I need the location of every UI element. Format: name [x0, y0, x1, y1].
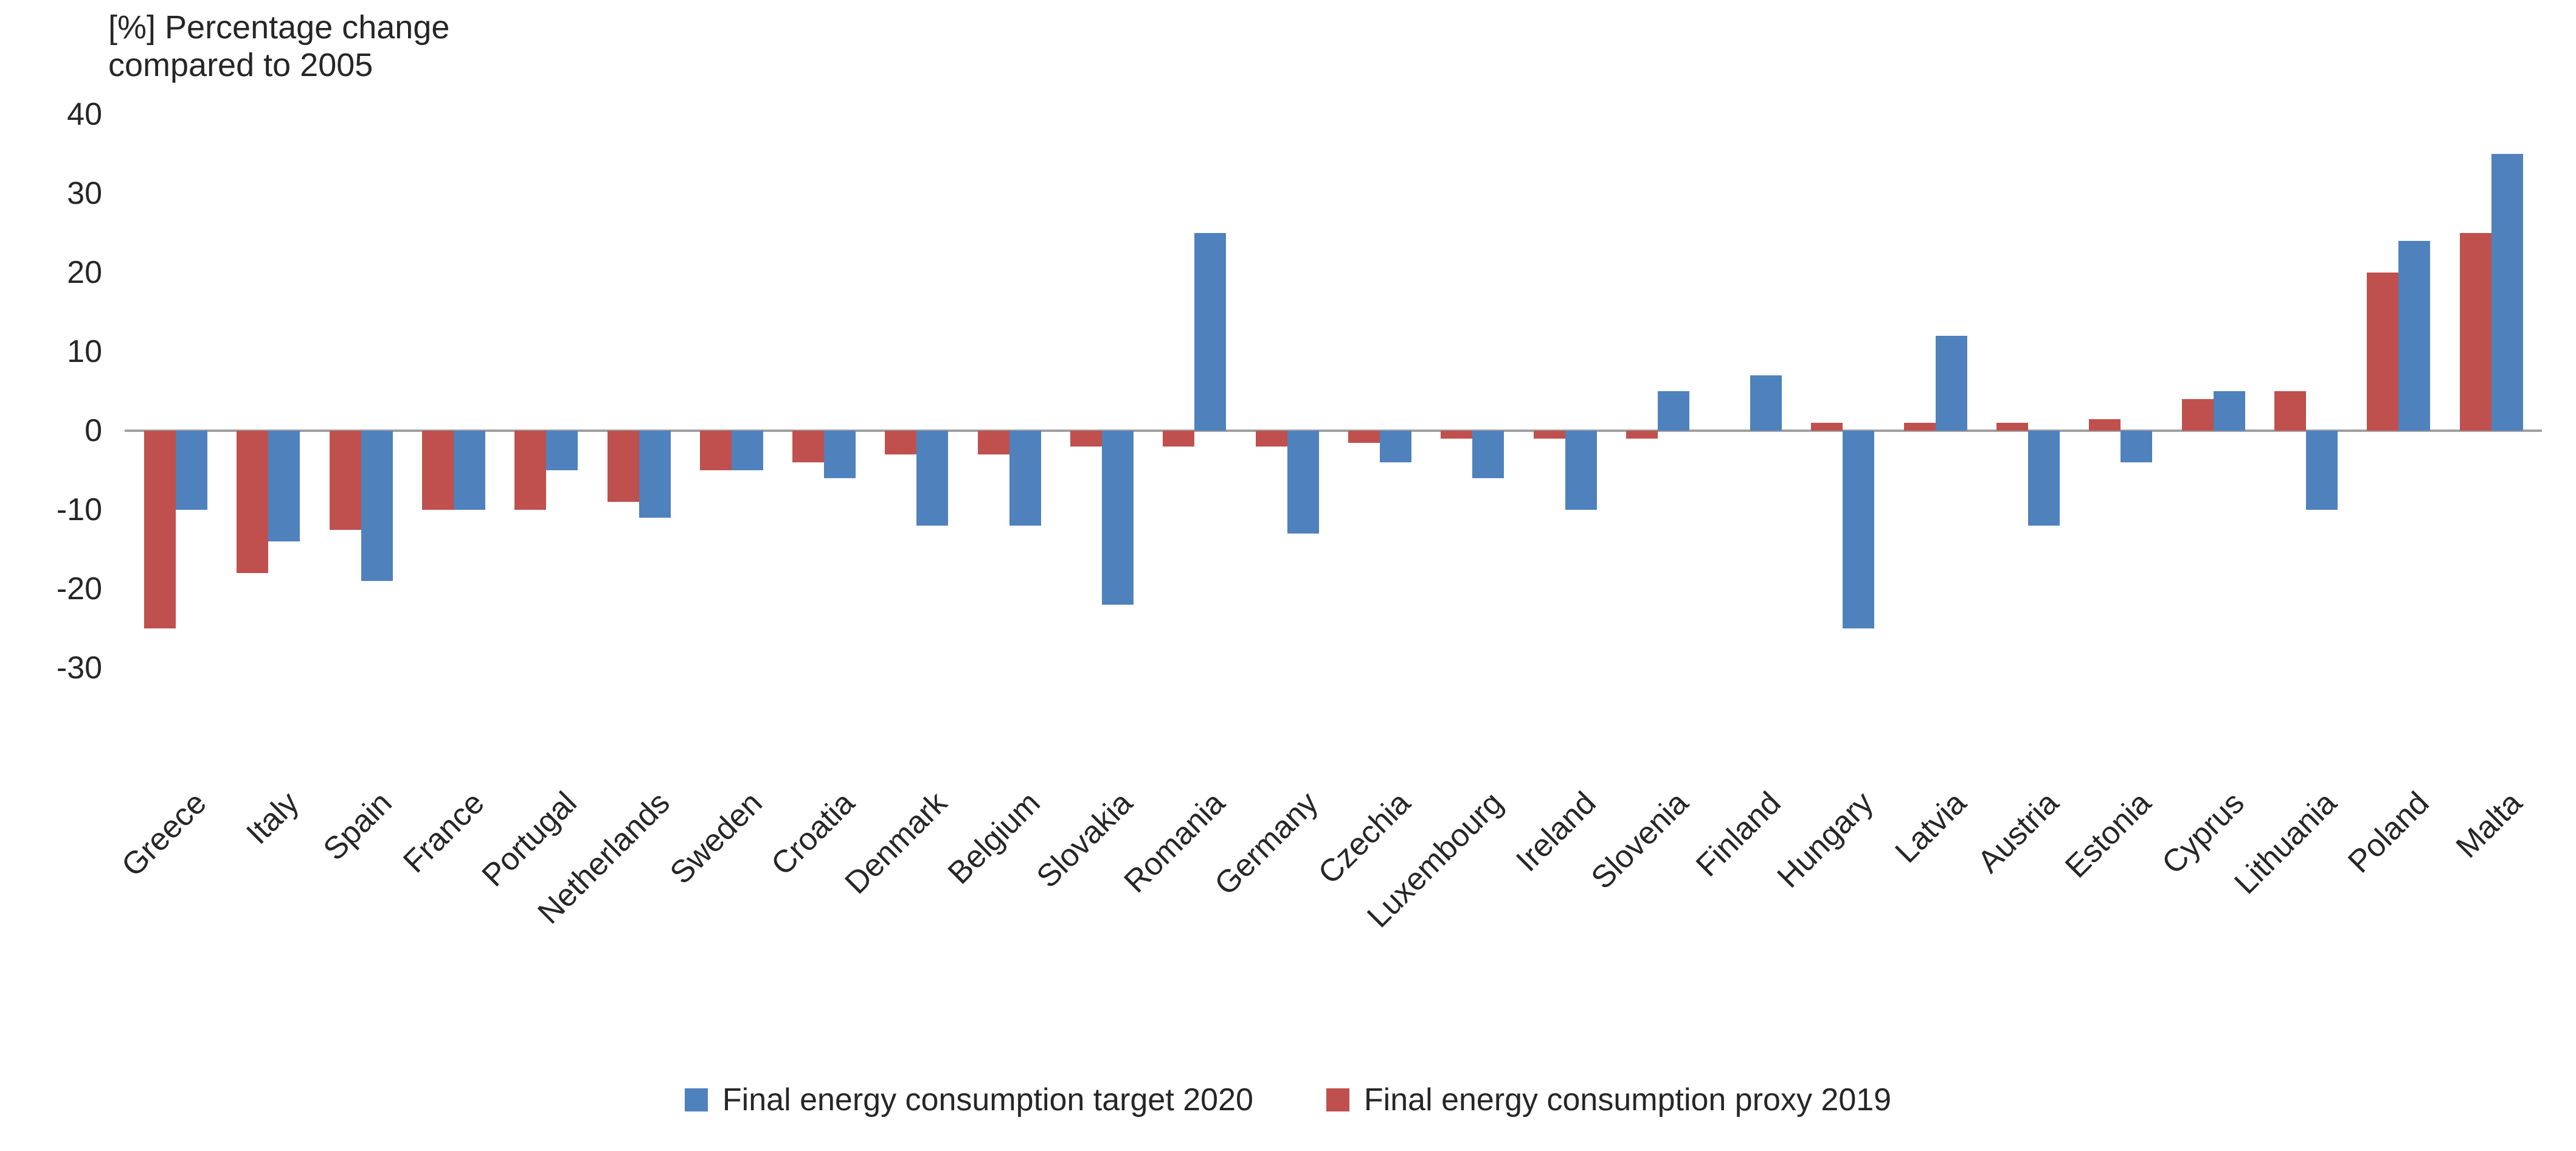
legend: Final energy consumption target 2020 Fin…: [0, 1082, 2576, 1118]
y-tick-10: 10: [67, 334, 102, 369]
bar-portugal-proxy-2019: [514, 431, 546, 510]
legend-swatch-red-icon: [1326, 1088, 1349, 1111]
bar-slovenia-target-2020: [1658, 391, 1689, 431]
bar-denmark-target-2020: [916, 431, 948, 526]
bar-croatia-proxy-2019: [792, 431, 824, 462]
y-tick--30: -30: [56, 650, 102, 686]
bar-poland-proxy-2019: [2367, 273, 2398, 431]
bar-finland-target-2020: [1750, 375, 1782, 431]
bar-belgium-target-2020: [1009, 431, 1041, 526]
bar-ireland-target-2020: [1565, 431, 1597, 510]
bar-austria-target-2020: [2028, 431, 2060, 526]
bar-germany-proxy-2019: [1256, 431, 1287, 447]
bar-austria-proxy-2019: [1996, 423, 2028, 431]
bar-sweden-proxy-2019: [700, 431, 732, 470]
y-tick-0: 0: [85, 413, 102, 448]
y-tick--10: -10: [56, 492, 102, 527]
bar-portugal-target-2020: [546, 431, 578, 470]
bar-romania-proxy-2019: [1163, 431, 1194, 447]
bar-latvia-target-2020: [1936, 336, 1967, 431]
bar-belgium-proxy-2019: [978, 431, 1009, 454]
legend-item-target-2020: Final energy consumption target 2020: [684, 1082, 1253, 1118]
bar-france-proxy-2019: [422, 431, 454, 510]
bar-cyprus-target-2020: [2214, 391, 2245, 431]
y-tick-20: 20: [67, 255, 102, 290]
legend-item-proxy-2019: Final energy consumption proxy 2019: [1326, 1082, 1891, 1118]
bar-slovenia-proxy-2019: [1626, 431, 1658, 439]
bar-sweden-target-2020: [732, 431, 763, 470]
chart-title-line1: [%] Percentage change: [108, 9, 450, 46]
y-tick--20: -20: [56, 571, 102, 607]
bar-france-target-2020: [454, 431, 485, 510]
bar-ireland-proxy-2019: [1534, 431, 1565, 439]
bar-luxembourg-target-2020: [1472, 431, 1504, 478]
legend-label-target-2020: Final energy consumption target 2020: [722, 1082, 1253, 1118]
bar-czechia-target-2020: [1380, 431, 1411, 462]
bar-spain-target-2020: [361, 431, 393, 581]
bar-romania-target-2020: [1194, 233, 1226, 431]
bar-greece-proxy-2019: [144, 431, 176, 628]
bar-spain-proxy-2019: [330, 431, 361, 530]
bar-estonia-proxy-2019: [2089, 419, 2121, 431]
legend-label-proxy-2019: Final energy consumption proxy 2019: [1363, 1082, 1892, 1118]
bar-netherlands-proxy-2019: [608, 431, 639, 502]
legend-swatch-blue-icon: [684, 1088, 708, 1111]
bar-poland-target-2020: [2398, 241, 2430, 431]
bar-denmark-proxy-2019: [885, 431, 916, 454]
bar-latvia-proxy-2019: [1904, 423, 1936, 431]
bar-germany-target-2020: [1287, 431, 1319, 534]
bar-croatia-target-2020: [824, 431, 856, 478]
bar-slovakia-proxy-2019: [1070, 431, 1102, 447]
bar-luxembourg-proxy-2019: [1441, 431, 1472, 439]
bar-lithuania-target-2020: [2306, 431, 2338, 510]
x-axis-line: [125, 429, 2542, 432]
chart-title-line2: compared to 2005: [108, 47, 373, 83]
bar-hungary-proxy-2019: [1811, 423, 1843, 431]
bar-czechia-proxy-2019: [1348, 431, 1380, 443]
y-tick-40: 40: [67, 97, 102, 132]
bar-hungary-target-2020: [1843, 431, 1874, 628]
chart-title: [%] Percentage change compared to 2005: [108, 9, 449, 84]
bar-estonia-target-2020: [2121, 431, 2152, 462]
bar-greece-target-2020: [176, 431, 207, 510]
bar-malta-target-2020: [2491, 154, 2523, 431]
bar-italy-proxy-2019: [237, 431, 268, 573]
y-tick-30: 30: [67, 176, 102, 211]
bar-italy-target-2020: [268, 431, 300, 541]
bar-cyprus-proxy-2019: [2182, 399, 2214, 431]
bar-netherlands-target-2020: [639, 431, 671, 518]
bar-lithuania-proxy-2019: [2274, 391, 2306, 431]
bar-malta-proxy-2019: [2460, 233, 2491, 431]
bar-slovakia-target-2020: [1102, 431, 1134, 605]
